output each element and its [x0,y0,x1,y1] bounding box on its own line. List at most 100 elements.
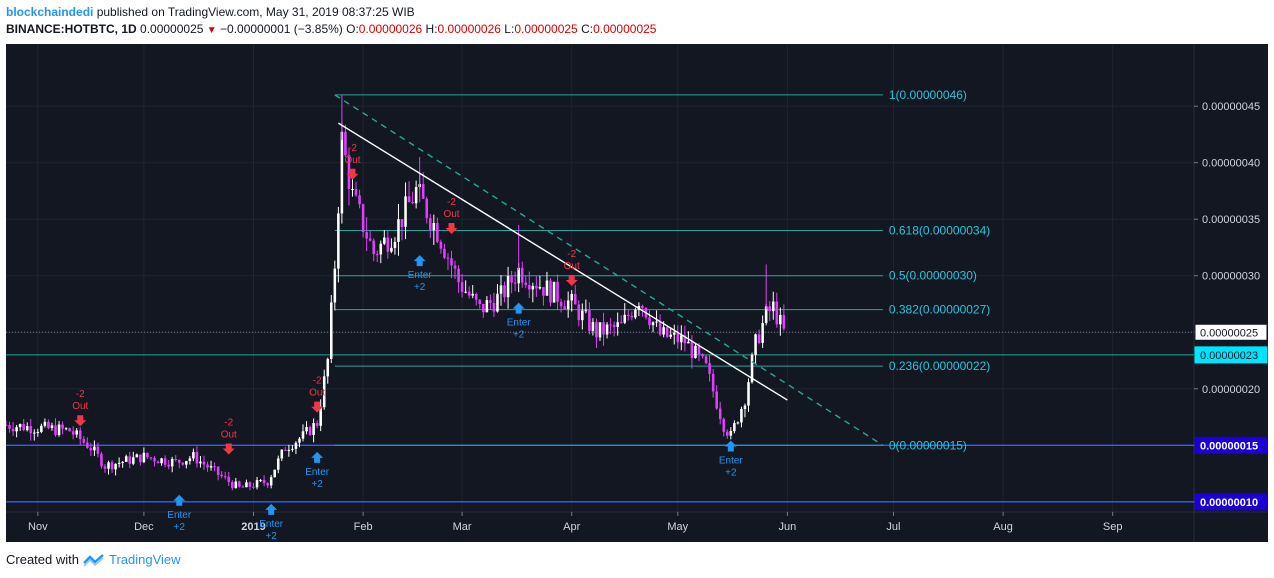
low-label: L: [504,22,515,36]
close-value: 0.00000025 [593,22,657,36]
candle-down [231,482,234,488]
signal-qty: +2 [265,531,277,542]
candle-up [269,477,273,486]
x-tick-label: Jun [779,521,797,533]
signal-out-label: Out [221,429,237,440]
chart-background [6,44,1268,542]
signal-qty: +2 [311,479,323,490]
high-label: H: [425,22,438,36]
trend-line[interactable] [334,94,884,446]
candle-up [729,431,733,436]
candle-down [149,457,153,459]
candle-down [460,282,464,292]
candle-up [687,341,690,344]
candle-down [96,446,100,454]
signal-out-label: Out [564,261,580,272]
x-tick-label: Mar [453,521,472,533]
candle-down [704,356,708,364]
down-arrow-icon [565,275,578,287]
down-triangle-icon: ▼ [206,25,217,36]
trend-line[interactable] [337,122,788,401]
candle-down [683,335,687,344]
candle-up [142,452,146,463]
candle-up [33,432,36,434]
candle-up [301,431,305,439]
up-arrow-icon [512,302,525,314]
price-chart[interactable]: Nov Dec 2019 Feb Mar Apr May Jun Jul Aug Sep 0.0000… [6,44,1268,542]
candle-down [361,204,365,233]
signal-enter-label: Enter [408,270,433,281]
tradingview-link[interactable]: TradingView [108,552,181,567]
candle-up [581,310,584,321]
candle-up [379,243,383,255]
candle-up [747,382,750,406]
candle-up [135,454,139,458]
candle-down [665,327,669,337]
created-with-text: Created with [6,552,79,567]
author-link[interactable]: blockchaindedi [6,5,94,19]
candle-down [372,240,375,255]
fib-level-label: 0.5(0.00000030) [889,269,977,283]
candle-down [446,257,450,259]
symbol-name[interactable]: BINANCE:HOTBTC, 1D [6,22,137,36]
signal-qty: +2 [414,282,426,293]
signal-enter-label: Enter [305,467,330,478]
candle-up [298,438,301,443]
candle-up [124,456,128,462]
candle-up [188,458,192,462]
candle-up [764,306,768,324]
candle-down [697,345,701,355]
candle-up [15,427,18,432]
candle-up [18,424,22,428]
candle-down [425,198,429,219]
candle-up [591,322,595,331]
candle-up [199,461,202,464]
candle-up [733,423,736,432]
candle-up [64,428,68,430]
candle-down [167,464,170,467]
x-tick-label: Sep [1103,521,1123,533]
candle-down [520,267,524,283]
signal-qty: -2 [76,389,85,400]
x-tick-label: 2019 [241,521,265,533]
candle-down [641,305,644,308]
candle-down [347,155,351,190]
candle-down [29,426,33,434]
candle-down [768,306,771,312]
candle-down [139,454,142,463]
candle-down [262,480,266,484]
x-tick-label: Feb [354,521,373,533]
price-change: −0.00000001 (−3.85%) [220,22,343,36]
signal-qty: -2 [348,143,357,154]
candle-up [255,480,259,488]
candle-up [623,314,627,323]
candle-down [513,282,517,284]
candle-down [429,218,432,231]
candle-up [337,213,340,269]
fib-level-label: 0.618(0.00000034) [889,224,990,238]
candle-down [757,334,761,343]
last-price: 0.00000025 [140,22,204,36]
candle-down [676,332,680,343]
down-arrow-icon [311,401,324,413]
fib-level-label: 0(0.00000015) [889,438,967,452]
y-tick-label: 0.00000040 [1202,158,1260,170]
candle-down [315,423,319,426]
y-tick-label: 0.00000030 [1202,271,1260,283]
candle-up [616,322,619,327]
candle-up [351,188,354,190]
signal-qty: -2 [447,197,456,208]
signal-qty: -2 [224,417,233,428]
candle-down [443,248,446,258]
candle-down [358,195,361,205]
candle-down [439,241,443,249]
candle-up [170,458,174,467]
candle-down [110,462,114,470]
signal-enter-label: Enter [719,456,744,467]
candle-down [535,285,538,289]
candle-up [287,449,291,451]
up-arrow-icon [173,494,186,506]
candle-down [450,258,453,266]
candle-up [117,462,121,464]
candle-down [284,449,287,451]
